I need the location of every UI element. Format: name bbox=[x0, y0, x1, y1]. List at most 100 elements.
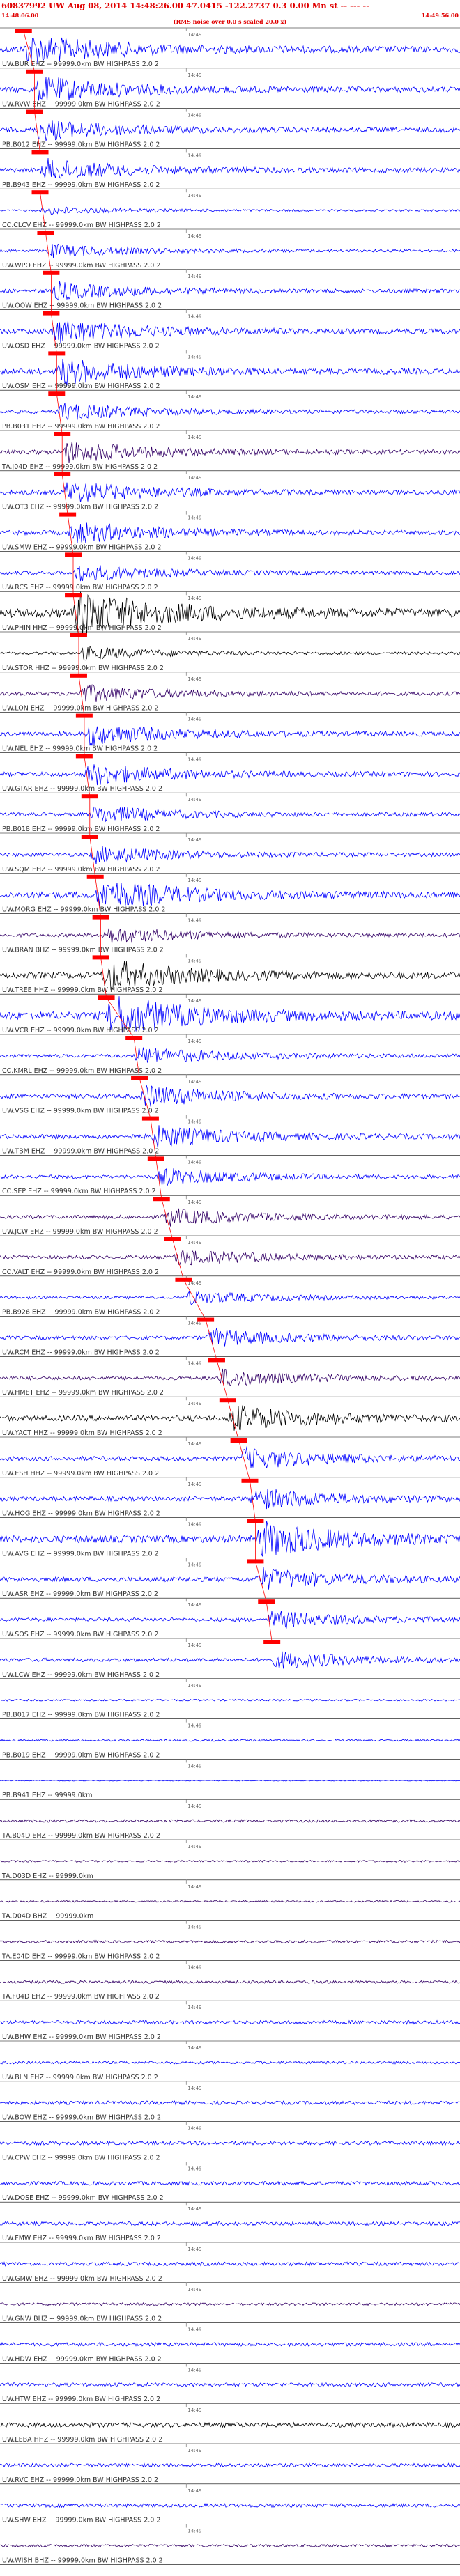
trace-label: UW.HMET EHZ -- 99999.0km BW HIGHPASS 2.0… bbox=[2, 1389, 164, 1397]
trace-label: UW.SHW EHZ -- 99999.0km BW HIGHPASS 2.0 … bbox=[2, 2517, 160, 2524]
waveform bbox=[0, 1859, 460, 1863]
time-tick-label: 14:49 bbox=[187, 314, 201, 320]
trace-label: UW.DOSE EHZ -- 99999.0km BW HIGHPASS 2.0… bbox=[2, 2194, 164, 2202]
trace-label: UW.WPO EHZ -- 99999.0km BW HIGHPASS 2.0 … bbox=[2, 262, 160, 270]
time-tick-label: 14:49 bbox=[187, 2206, 201, 2212]
trace-label: UW.RCS EHZ -- 99999.0km BW HIGHPASS 2.0 … bbox=[2, 584, 158, 591]
time-tick-label: 14:49 bbox=[187, 2529, 201, 2534]
trace-label: UW.NEL EHZ -- 99999.0km BW HIGHPASS 2.0 … bbox=[2, 745, 158, 752]
time-tick-label: 14:49 bbox=[187, 2126, 201, 2132]
time-tick-label: 14:49 bbox=[187, 2086, 201, 2091]
time-tick-label: 14:49 bbox=[187, 1039, 201, 1044]
time-tick-label: 14:49 bbox=[187, 1723, 201, 1729]
trace-label: PB.B943 EHZ -- 99999.0km BW HIGHPASS 2.0… bbox=[2, 181, 160, 189]
trace-label: UW.BOW EHZ -- 99999.0km BW HIGHPASS 2.0 … bbox=[2, 2114, 161, 2122]
trace-label: UW.SOS EHZ -- 99999.0km BW HIGHPASS 2.0 … bbox=[2, 1631, 158, 1638]
trace-label: PB.B017 EHZ -- 99999.0km BW HIGHPASS 2.0… bbox=[2, 1712, 160, 1719]
waveform bbox=[0, 726, 460, 746]
waveform bbox=[0, 1651, 460, 1669]
waveform bbox=[0, 1489, 460, 1510]
trace-label: UW.ASR EHZ -- 99999.0km BW HIGHPASS 2.0 … bbox=[2, 1590, 158, 1598]
waveform bbox=[0, 961, 460, 991]
waveform bbox=[0, 565, 460, 582]
waveform bbox=[0, 76, 460, 102]
waveform bbox=[0, 359, 460, 386]
record-header: 60837992 UW Aug 08, 2014 14:48:26.00 47.… bbox=[0, 0, 460, 28]
trace-label: PB.B941 EHZ -- 99999.0km bbox=[2, 1792, 93, 1799]
time-tick-label: 14:49 bbox=[187, 676, 201, 682]
waveform bbox=[0, 522, 460, 543]
waveform bbox=[0, 1405, 460, 1431]
waveform bbox=[0, 1446, 460, 1468]
end-time: 14:49:56.00 bbox=[421, 12, 459, 19]
waveform bbox=[0, 1819, 460, 1823]
trace-label: CC.KMRL EHZ -- 99999.0km BW HIGHPASS 2.0… bbox=[2, 1067, 162, 1075]
time-tick-label: 14:49 bbox=[187, 233, 201, 239]
trace-label: UW.HDW EHZ -- 99999.0km BW HIGHPASS 2.0 … bbox=[2, 2355, 162, 2363]
time-tick-label: 14:49 bbox=[187, 1079, 201, 1085]
time-tick-label: 14:49 bbox=[187, 1683, 201, 1689]
time-tick-label: 14:49 bbox=[187, 515, 201, 521]
trace-label: UW.LON EHZ -- 99999.0km BW HIGHPASS 2.0 … bbox=[2, 705, 158, 713]
time-tick-label: 14:49 bbox=[187, 2287, 201, 2292]
waveform bbox=[0, 1327, 460, 1347]
waveform bbox=[0, 764, 460, 786]
trace-label: UW.MORG EHZ -- 99999.0km BW HIGHPASS 2.0… bbox=[2, 906, 165, 914]
trace-label: UW.TREE HHZ -- 99999.0km BW HIGHPASS 2.0… bbox=[2, 986, 162, 994]
trace-label: UW.GTAR EHZ -- 99999.0km BW HIGHPASS 2.0… bbox=[2, 785, 162, 793]
time-tick-label: 14:49 bbox=[187, 153, 201, 158]
waveform bbox=[0, 2302, 460, 2306]
trace-label: UW.BRAN BHZ -- 99999.0km BW HIGHPASS 2.0… bbox=[2, 946, 164, 954]
waveform bbox=[0, 1939, 460, 1944]
trace-label: PB.B018 EHZ -- 99999.0km BW HIGHPASS 2.0… bbox=[2, 825, 160, 833]
waveform bbox=[0, 646, 460, 661]
waveform bbox=[0, 2543, 460, 2548]
trace-label: UW.AVG EHZ -- 99999.0km BW HIGHPASS 2.0 … bbox=[2, 1550, 159, 1558]
time-tick-label: 14:49 bbox=[187, 878, 201, 883]
trace-label: UW.VSG EHZ -- 99999.0km BW HIGHPASS 2.0 … bbox=[2, 1108, 159, 1115]
trace-label: UW.LCW EHZ -- 99999.0km BW HIGHPASS 2.0 … bbox=[2, 1671, 160, 1679]
trace-label: TA.B04D EHZ -- 99999.0km BW HIGHPASS 2.0… bbox=[1, 1832, 160, 1840]
trace-label: UW.TBM EHZ -- 99999.0km BW HIGHPASS 2.0 … bbox=[2, 1147, 159, 1155]
waveform bbox=[0, 996, 460, 1033]
waveform bbox=[0, 281, 460, 301]
trace-label: UW.VCR EHZ -- 99999.0km BW HIGHPASS 2.0 … bbox=[2, 1027, 159, 1034]
time-tick-label: 14:49 bbox=[187, 475, 201, 481]
waveform bbox=[0, 1611, 460, 1629]
waveform bbox=[0, 2180, 460, 2187]
waveform bbox=[0, 482, 460, 502]
trace-label: PB.B019 EHZ -- 99999.0km BW HIGHPASS 2.0… bbox=[2, 1751, 160, 1759]
waveform bbox=[0, 1125, 460, 1149]
time-tick-label: 14:49 bbox=[187, 274, 201, 279]
waveform bbox=[0, 2019, 460, 2025]
trace-label: CC.CLCV EHZ -- 99999.0km BW HIGHPASS 2.0… bbox=[2, 222, 161, 229]
waveform bbox=[0, 928, 460, 945]
waveform bbox=[0, 1521, 460, 1557]
trace-label: UW.FMW EHZ -- 99999.0km BW HIGHPASS 2.0 … bbox=[2, 2235, 161, 2242]
trace-label: UW.ESH HHZ -- 99999.0km BW HIGHPASS 2.0 … bbox=[2, 1470, 159, 1477]
time-tick-label: 14:49 bbox=[187, 2488, 201, 2494]
waveform bbox=[0, 2382, 460, 2387]
time-tick-label: 14:49 bbox=[187, 1119, 201, 1125]
start-time: 14:48:06.00 bbox=[1, 12, 39, 19]
trace-label: UW.LEBA HHZ -- 99999.0km BW HIGHPASS 2.0… bbox=[2, 2436, 162, 2444]
waveform bbox=[0, 591, 460, 635]
trace-label: UW.GMW EHZ -- 99999.0km BW HIGHPASS 2.0 … bbox=[2, 2275, 162, 2283]
trace-label: UW.SMW EHZ -- 99999.0km BW HIGHPASS 2.0 … bbox=[2, 543, 161, 551]
trace-label: UW.OT3 EHZ -- 99999.0km BW HIGHPASS 2.0 … bbox=[2, 504, 158, 511]
pick-marker bbox=[15, 29, 32, 33]
time-tick-label: 14:49 bbox=[187, 1482, 201, 1487]
waveform bbox=[0, 882, 460, 907]
time-tick-label: 14:49 bbox=[187, 394, 201, 400]
time-tick-label: 14:49 bbox=[187, 1884, 201, 1890]
waveform bbox=[0, 1290, 460, 1305]
time-tick-label: 14:49 bbox=[187, 2045, 201, 2051]
time-tick-label: 14:49 bbox=[187, 1803, 201, 1809]
waveform bbox=[0, 243, 460, 258]
waveform bbox=[0, 1698, 460, 1702]
time-tick-label: 14:49 bbox=[187, 1925, 201, 1930]
trace-label: TA.E04D EHZ -- 99999.0km BW HIGHPASS 2.0… bbox=[1, 1953, 160, 1960]
waveform bbox=[0, 1168, 460, 1186]
waveform bbox=[0, 441, 460, 464]
trace-label: TA.F04D EHZ -- 99999.0km BW HIGHPASS 2.0… bbox=[1, 1993, 160, 2001]
